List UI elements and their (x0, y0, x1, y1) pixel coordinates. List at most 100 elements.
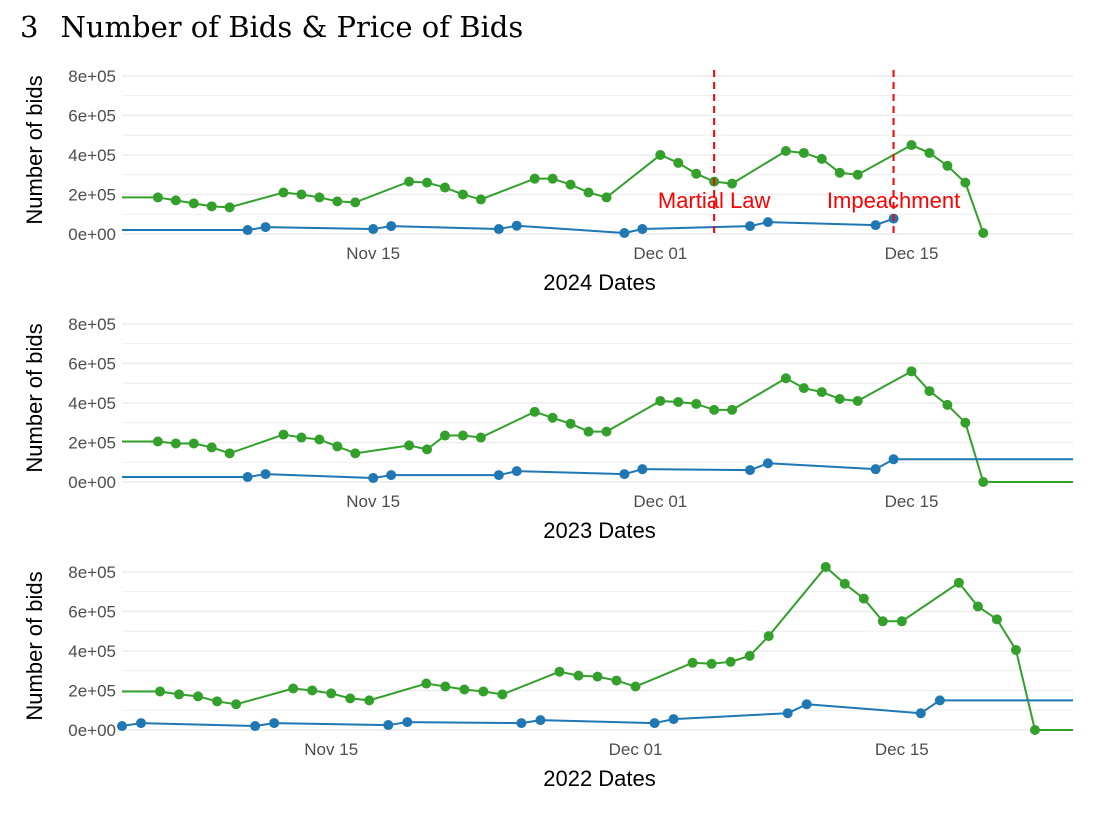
data-point-green (188, 438, 199, 449)
data-point-green (655, 149, 666, 160)
data-point-green (763, 631, 774, 642)
data-point-blue (516, 718, 527, 729)
y-tick-label: 8e+05 (68, 67, 116, 86)
data-point-green (170, 195, 181, 206)
data-point-green (193, 691, 204, 702)
data-point-green (583, 187, 594, 198)
data-point-green (691, 398, 702, 409)
x-tick-label: Dec 15 (885, 244, 939, 263)
data-point-green (404, 440, 415, 451)
data-point-green (924, 147, 935, 158)
y-tick-label: 8e+05 (68, 563, 116, 582)
data-point-green (288, 683, 299, 694)
annotation-label: Martial Law (658, 188, 771, 213)
data-point-green (439, 430, 450, 441)
data-point-green (942, 399, 953, 410)
data-point-green (820, 561, 831, 572)
data-point-green (906, 140, 917, 151)
data-point-green (314, 192, 325, 203)
data-point-green (960, 417, 971, 428)
data-point-blue (242, 225, 253, 236)
data-point-blue (637, 224, 648, 235)
data-point-green (798, 147, 809, 158)
data-point-green (152, 192, 163, 203)
y-tick-label: 2e+05 (68, 681, 116, 700)
x-axis-label: 2023 Dates (543, 518, 656, 543)
x-tick-label: Dec 15 (875, 740, 929, 759)
data-point-blue (649, 718, 660, 729)
data-point-green (978, 228, 989, 239)
data-point-green (601, 426, 612, 437)
x-tick-label: Dec 01 (609, 740, 663, 759)
data-point-green (350, 197, 361, 208)
y-tick-label: 6e+05 (68, 106, 116, 125)
data-point-blue (386, 470, 397, 481)
data-point-green (816, 387, 827, 398)
data-point-green (1010, 644, 1021, 655)
data-point-green (350, 448, 361, 459)
data-point-blue (915, 708, 926, 719)
y-tick-label: 6e+05 (68, 354, 116, 373)
data-point-green (421, 678, 432, 689)
data-point-green (691, 168, 702, 179)
data-point-green (858, 593, 869, 604)
data-point-green (780, 373, 791, 384)
data-point-green (155, 686, 166, 697)
y-tick-label: 4e+05 (68, 394, 116, 413)
y-axis-label: Number of bids (22, 571, 47, 720)
data-point-green (601, 192, 612, 203)
data-point-green (332, 196, 343, 207)
x-axis-label: 2024 Dates (543, 270, 656, 295)
data-point-green (834, 393, 845, 404)
data-point-blue (888, 454, 899, 465)
data-point-green (1029, 725, 1040, 735)
data-point-blue (782, 708, 793, 719)
data-point-green (852, 395, 863, 406)
section-title: Number of Bids & Price of Bids (60, 10, 524, 44)
y-tick-label: 4e+05 (68, 146, 116, 165)
x-tick-label: Nov 15 (346, 244, 400, 263)
data-point-blue (637, 464, 648, 475)
data-point-green (727, 178, 738, 189)
data-point-green (459, 684, 470, 695)
data-point-blue (493, 470, 504, 481)
data-point-blue (368, 473, 379, 484)
y-tick-label: 0e+00 (68, 721, 116, 740)
data-point-green (475, 432, 486, 443)
data-point-blue (619, 469, 630, 480)
data-point-green (212, 696, 223, 707)
data-point-blue (535, 715, 546, 726)
x-tick-label: Nov 15 (346, 492, 400, 511)
data-point-green (326, 688, 337, 699)
x-tick-label: Dec 15 (885, 492, 939, 511)
x-tick-label: Nov 15 (304, 740, 358, 759)
data-point-blue (619, 228, 630, 239)
data-point-green (924, 386, 935, 397)
data-point-blue (511, 466, 522, 477)
data-point-green (440, 681, 451, 692)
data-point-green (364, 695, 375, 706)
data-point-green (906, 366, 917, 377)
x-tick-label: Dec 01 (633, 244, 687, 263)
data-point-green (583, 426, 594, 437)
data-point-green (188, 198, 199, 209)
data-point-green (547, 173, 558, 184)
data-point-green (206, 201, 217, 212)
data-point-green (152, 436, 163, 447)
data-point-green (174, 689, 185, 700)
data-point-green (224, 448, 235, 459)
data-point-green (404, 176, 415, 187)
data-point-green (475, 194, 486, 205)
data-point-green (852, 169, 863, 180)
data-point-green (953, 577, 964, 588)
data-point-blue (762, 217, 773, 228)
data-point-green (478, 686, 489, 697)
data-point-green (307, 685, 318, 696)
section-heading: 3 Number of Bids & Price of Bids (20, 10, 523, 44)
data-point-green (877, 616, 888, 627)
data-point-blue (493, 224, 504, 235)
y-tick-label: 6e+05 (68, 602, 116, 621)
data-point-green (706, 658, 717, 669)
data-point-green (547, 412, 558, 423)
